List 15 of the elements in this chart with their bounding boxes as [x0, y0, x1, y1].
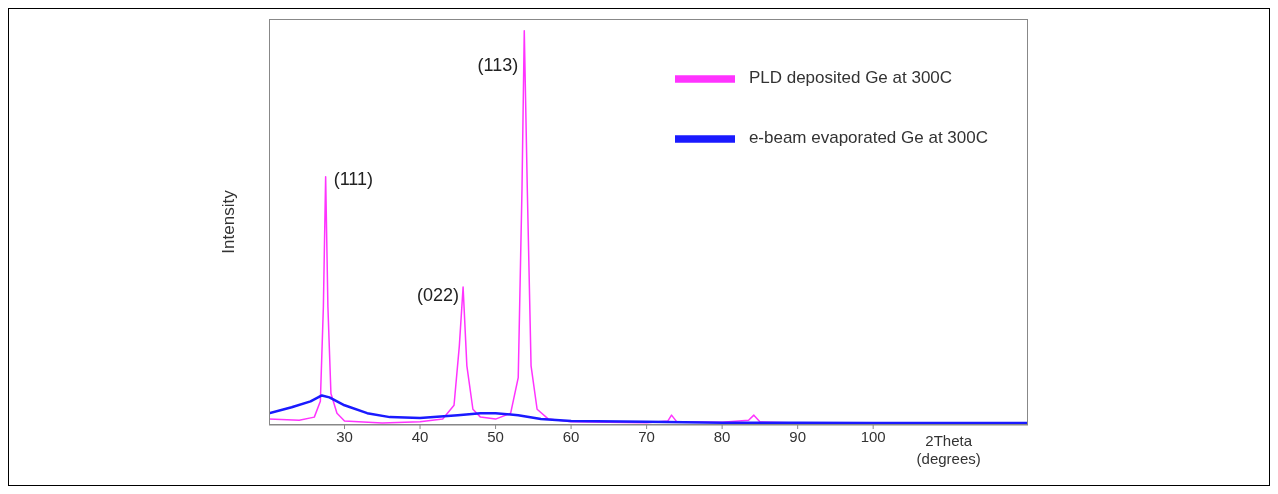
- legend-label: PLD deposited Ge at 300C: [748, 68, 953, 88]
- x-tick-label: 60: [562, 427, 580, 445]
- x-tick-label: 70: [638, 427, 655, 445]
- legend-label: e-beam evaporated Ge at 300C: [748, 128, 988, 148]
- annotation: (022): [417, 285, 460, 306]
- x-tick-label: 40: [411, 427, 429, 445]
- x-tick-label: 50: [487, 427, 504, 445]
- x-tick-label: 80: [713, 427, 731, 445]
- x-tick-label: 30: [336, 427, 353, 445]
- annotation: (113): [477, 54, 519, 75]
- x-tick-label: 90: [789, 427, 806, 445]
- x-axis-title: 2Theta (degrees): [915, 432, 982, 468]
- annotation: (111): [333, 168, 373, 189]
- y-axis-title: Intensity: [219, 190, 239, 254]
- x-tick-label: 100: [860, 427, 886, 445]
